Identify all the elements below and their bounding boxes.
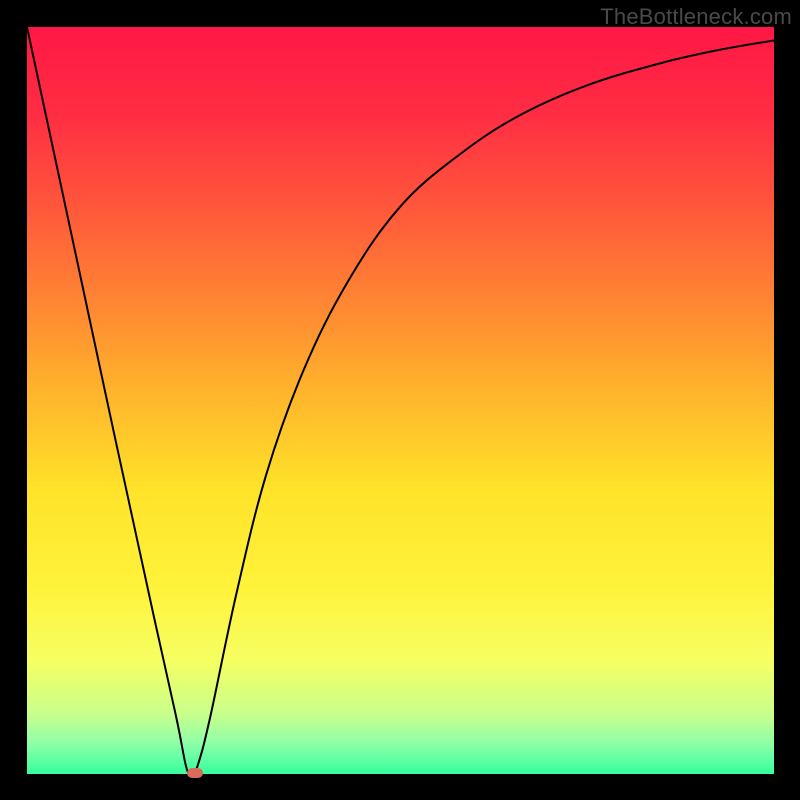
watermark-text: TheBottleneck.com — [600, 4, 792, 30]
chart-curve — [27, 27, 774, 774]
min-point-marker — [187, 768, 203, 778]
plot-area — [27, 27, 774, 774]
